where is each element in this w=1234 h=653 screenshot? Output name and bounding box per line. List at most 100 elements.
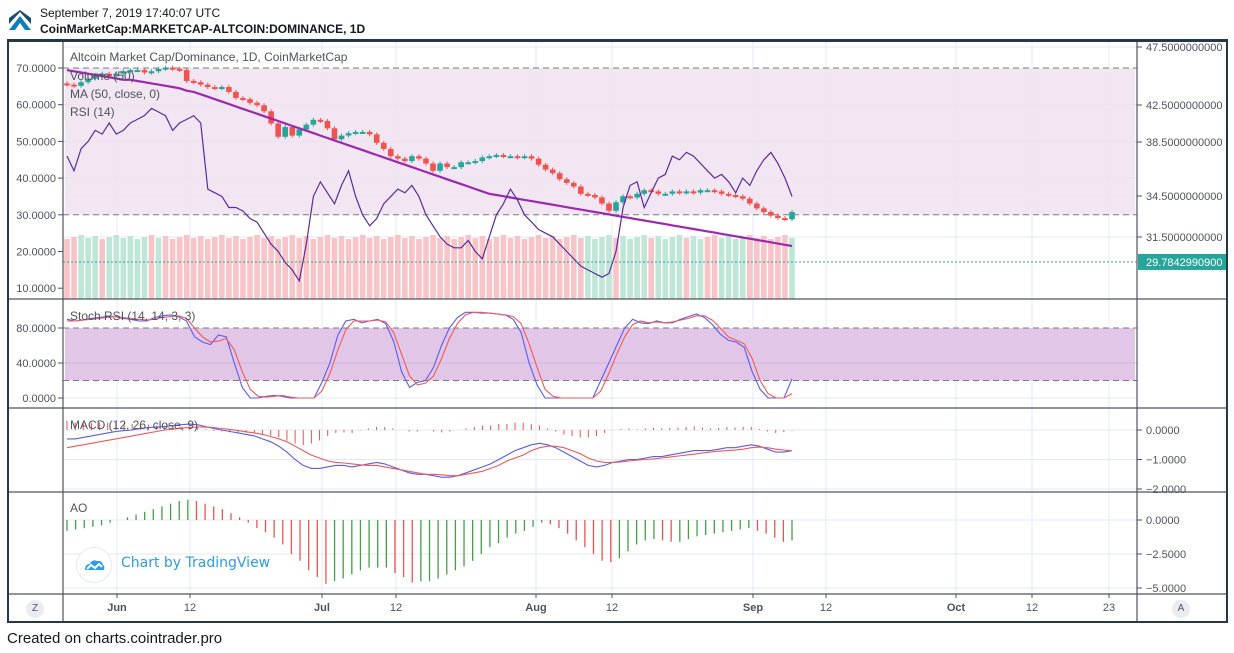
volume-bar — [746, 235, 753, 299]
volume-bar — [169, 239, 176, 299]
candle-body — [556, 173, 563, 180]
time-axis-label: Sep — [743, 602, 763, 614]
last-price-badge — [1138, 253, 1228, 270]
volume-bar — [514, 236, 521, 299]
left-axis-tick: 70.0000 — [16, 63, 56, 75]
candle-body — [268, 111, 274, 124]
candle-body — [261, 105, 267, 112]
macd-pane-title: MACD (12, 26, close, 9) — [70, 418, 198, 432]
volume-bar — [134, 239, 141, 299]
candle-body — [775, 215, 781, 219]
auto-scale-button[interactable]: A — [1172, 600, 1190, 618]
indicator-legend-1: MA (50, close, 0) — [70, 87, 160, 101]
volume-bar — [711, 235, 718, 299]
candle-body — [317, 119, 324, 122]
candle-body — [479, 157, 486, 162]
time-axis-label: 12 — [606, 602, 618, 614]
candle-body — [233, 91, 239, 98]
candle-body — [78, 82, 84, 86]
chart-symbol: CoinMarketCap:MARKETCAP-ALTCOIN:DOMINANC… — [40, 22, 366, 36]
volume-bar — [676, 235, 683, 299]
volume-bar — [261, 238, 267, 299]
volume-bar — [324, 235, 331, 299]
volume-bar — [289, 235, 296, 299]
volume-bar — [71, 237, 77, 299]
chart-timestamp: September 7, 2019 17:40:07 UTC — [40, 6, 221, 20]
volume-bar — [282, 237, 289, 299]
volume-bar — [423, 237, 429, 299]
volume-bar — [395, 235, 401, 299]
stoch-k-line — [66, 311, 793, 399]
candle-body — [542, 164, 549, 170]
volume-bar — [732, 239, 739, 299]
volume-bar — [233, 236, 239, 299]
candle-body — [409, 156, 415, 162]
volume-bar — [627, 239, 633, 299]
volume-bar — [458, 237, 464, 299]
tradingview-watermark[interactable]: Chart by TradingView — [121, 555, 271, 571]
volume-bar — [634, 237, 640, 299]
candle-body — [395, 156, 401, 159]
stoch-axis-tick: 40.0000 — [16, 358, 56, 370]
cointrader-logo-icon — [9, 10, 31, 30]
ao-axis-tick: 0.0000 — [1146, 515, 1180, 527]
zoom-button[interactable]: Z — [26, 600, 44, 618]
volume-bar — [500, 235, 507, 299]
volume-bar — [521, 239, 528, 299]
volume-bar — [373, 236, 380, 299]
candle-body — [240, 97, 246, 100]
volume-bar — [296, 238, 303, 299]
candle-body — [514, 156, 521, 159]
volume-bar — [402, 238, 408, 299]
volume-bar — [606, 235, 612, 299]
candle-body — [380, 142, 387, 149]
candle-body — [732, 195, 739, 198]
candle-body — [64, 83, 70, 86]
candle-body — [310, 119, 317, 125]
volume-bar — [219, 235, 225, 299]
volume-bar — [669, 237, 676, 299]
candle-body — [472, 161, 479, 164]
right-axis-tick: 38.5000000000 — [1146, 137, 1222, 149]
volume-bar — [303, 236, 310, 299]
stoch-axis-tick: 80.0000 — [16, 323, 56, 335]
tradingview-badge[interactable] — [76, 547, 112, 583]
candle-body — [155, 68, 162, 72]
rsi-band — [65, 68, 1135, 215]
volume-bar — [317, 237, 324, 299]
candle-body — [782, 218, 788, 221]
candle-body — [296, 129, 303, 136]
volume-bar — [190, 238, 197, 299]
candle-body — [563, 179, 570, 183]
candle-body — [746, 198, 753, 204]
volume-bar — [380, 239, 387, 299]
ma-50-line — [66, 69, 793, 248]
candle-body — [120, 71, 127, 74]
time-axis-label: 12 — [184, 602, 196, 614]
candle-body — [683, 191, 690, 194]
volume-bar — [310, 239, 317, 299]
candle-body — [162, 67, 169, 70]
volume-bar — [599, 237, 605, 299]
volume-bar — [120, 238, 127, 299]
candle-body — [578, 186, 584, 194]
candle-body — [739, 196, 746, 199]
candle-body — [669, 191, 676, 194]
volume-bar — [585, 236, 591, 299]
rsi-line — [66, 107, 793, 283]
volume-bar — [275, 239, 281, 299]
volume-bar — [141, 237, 148, 299]
volume-bar — [451, 239, 457, 299]
volume-bar — [648, 238, 655, 299]
volume-bar — [99, 239, 105, 299]
candle-body — [761, 208, 767, 213]
candle-body — [85, 78, 91, 83]
macd-axis-tick: −1.0000 — [1146, 455, 1186, 467]
candle-body — [352, 131, 359, 134]
candle-body — [176, 68, 183, 71]
volume-bar — [739, 237, 746, 299]
volume-bar — [542, 238, 549, 299]
candle-body — [197, 82, 204, 85]
candle-body — [141, 70, 148, 73]
